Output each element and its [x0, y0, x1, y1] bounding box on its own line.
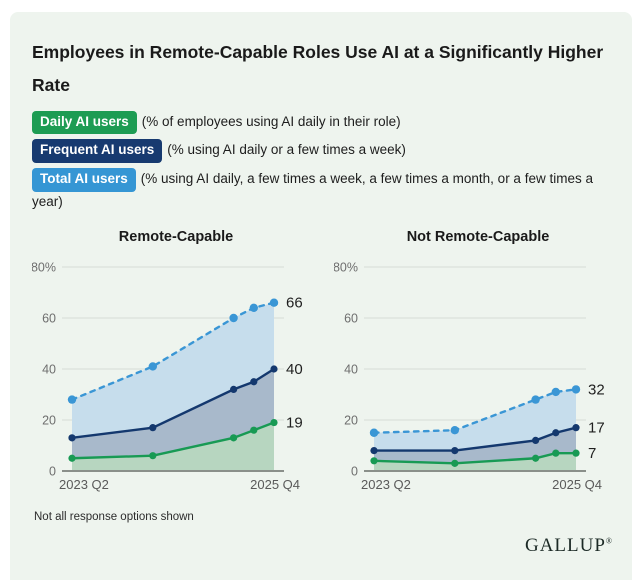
y-tick-label: 0: [351, 465, 358, 479]
point-daily-ai-users: [230, 434, 238, 442]
band-total-ai-users: [72, 302, 274, 439]
band-daily-ai-users: [374, 453, 576, 472]
y-tick-label: 0: [49, 465, 56, 479]
legend-description-total-ai-users: (% using AI daily, a few times a week, a…: [32, 171, 593, 210]
point-frequent-ai-users: [370, 447, 378, 455]
end-value-label-total-ai-users: 32: [588, 382, 605, 399]
legend-description-daily-ai-users: (% of employees using AI daily in their …: [141, 113, 401, 129]
page-title: Employees in Remote-Capable Roles Use AI…: [32, 42, 604, 96]
band-daily-ai-users: [72, 422, 274, 472]
y-tick-label: 20: [42, 414, 56, 428]
point-total-ai-users: [551, 387, 560, 397]
panel-not-remote-capable: Not Remote-Capable 0 20 40 60 80% 32 17 7 2023 Q…: [334, 229, 622, 495]
band-frequent-ai-users: [374, 427, 576, 464]
point-daily-ai-users: [270, 419, 278, 427]
end-value-label-frequent-ai-users: 17: [588, 420, 605, 437]
point-frequent-ai-users: [230, 385, 238, 394]
point-frequent-ai-users: [451, 447, 459, 455]
y-tick-label: 40: [344, 363, 358, 377]
y-tick-label: 60: [42, 312, 56, 326]
point-daily-ai-users: [572, 449, 580, 457]
y-tick-label: 80%: [32, 261, 56, 275]
legend-row-total-ai-users: Total AI users (% using AI daily, a few t…: [32, 168, 616, 213]
x-tick-label-start: 2023 Q2: [59, 477, 109, 492]
panel-title-not-remote-capable: Not Remote-Capable: [406, 229, 550, 246]
band-total-ai-users: [374, 389, 576, 451]
point-daily-ai-users: [149, 452, 157, 460]
x-tick-label-end: 2025 Q4: [552, 477, 602, 492]
end-value-label-total-ai-users: 66: [286, 295, 303, 312]
point-daily-ai-users: [370, 457, 378, 465]
end-value-label-daily-ai-users: 19: [286, 415, 303, 432]
legend: Daily AI users (% of employees using AI d…: [32, 110, 616, 214]
y-tick-label: 60: [344, 312, 358, 326]
point-daily-ai-users: [451, 459, 459, 468]
legend-row-daily-ai-users: Daily AI users (% of employees using AI d…: [32, 110, 616, 135]
y-tick-label: 40: [42, 363, 56, 377]
gallup-wordmark: GALLUP: [524, 535, 606, 557]
chart-remote-capable: 0 20 40 60 80% 66 40 19 2023 Q2 2025 Q4: [32, 261, 303, 493]
band-frequent-ai-users: [72, 369, 274, 459]
legend-badge-frequent-ai-users: Frequent AI users: [32, 139, 163, 164]
x-tick-label-start: 2023 Q2: [361, 477, 411, 492]
point-total-ai-users: [571, 385, 581, 394]
point-daily-ai-users: [532, 454, 540, 463]
footnote: Not all response options shown: [34, 511, 194, 524]
charts-row: Remote-Capable 0 20 40 60 80% 66 40 19 2023 Q2 20…: [32, 229, 616, 495]
registered-mark: ®: [605, 536, 612, 546]
point-total-ai-users: [531, 395, 540, 404]
end-value-label-daily-ai-users: 7: [588, 445, 596, 462]
gallup-logo: GALLUP®: [26, 535, 616, 557]
point-frequent-ai-users: [68, 434, 76, 442]
point-frequent-ai-users: [552, 429, 560, 437]
x-tick-label-end: 2025 Q4: [250, 477, 300, 492]
y-tick-label: 20: [344, 414, 358, 428]
point-daily-ai-users: [68, 454, 76, 463]
point-frequent-ai-users: [532, 436, 540, 445]
legend-row-frequent-ai-users: Frequent AI users (% using AI daily or a …: [32, 139, 616, 164]
point-frequent-ai-users: [572, 424, 580, 432]
chart-not-remote-capable: 0 20 40 60 80% 32 17 7 2023 Q2 2025 Q4: [334, 261, 605, 493]
legend-badge-daily-ai-users: Daily AI users: [32, 110, 137, 135]
line-total-ai-users: [372, 388, 578, 435]
point-daily-ai-users: [250, 426, 258, 434]
point-frequent-ai-users: [250, 378, 258, 386]
chart-card: Employees in Remote-Capable Roles Use AI…: [10, 12, 632, 580]
point-total-ai-users: [269, 298, 279, 308]
end-value-label-frequent-ai-users: 40: [286, 361, 303, 378]
point-total-ai-users: [450, 426, 459, 435]
panel-remote-capable: Remote-Capable 0 20 40 60 80% 66 40 19 2023 Q2 20…: [32, 229, 320, 495]
panel-title-remote-capable: Remote-Capable: [118, 229, 234, 246]
legend-description-frequent-ai-users: (% using AI daily or a few times a week): [167, 142, 406, 158]
point-total-ai-users: [67, 395, 77, 404]
point-total-ai-users: [249, 303, 258, 313]
point-total-ai-users: [369, 428, 379, 438]
point-daily-ai-users: [552, 449, 560, 457]
y-tick-label: 80%: [334, 261, 358, 275]
point-total-ai-users: [229, 313, 238, 323]
point-frequent-ai-users: [149, 424, 157, 432]
point-frequent-ai-users: [270, 365, 278, 373]
point-total-ai-users: [148, 362, 157, 371]
legend-badge-total-ai-users: Total AI users: [32, 168, 136, 193]
